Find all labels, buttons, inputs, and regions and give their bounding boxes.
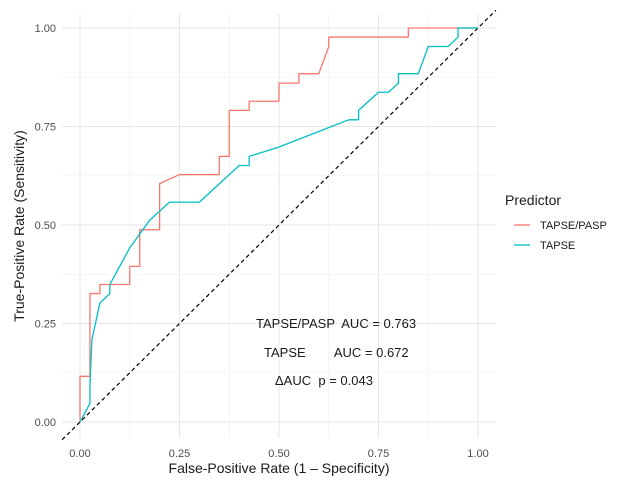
reference-line-layer [61, 9, 497, 441]
legend-label-tapse-pasp: TAPSE/PASP [540, 220, 607, 232]
roc-curve-tapse-pasp [79, 27, 478, 422]
x-tick-label: 0.75 [368, 448, 389, 460]
annotation-tapse-pasp-auc: TAPSE/PASP AUC = 0.763 [256, 316, 416, 331]
x-tick-label: 1.00 [467, 448, 488, 460]
y-axis-title: True-Positive Rate (Sensitivity) [11, 130, 27, 322]
y-tick-label: 0.50 [35, 220, 56, 232]
tick-labels: 0.00 0.25 0.50 0.75 1.00 0.00 0.25 0.50 0.75 1.00 [35, 23, 489, 460]
x-tick-label: 0.25 [169, 448, 190, 460]
reference-diagonal-line [61, 9, 497, 441]
x-tick-label: 0.50 [268, 448, 289, 460]
annotation-delta-auc: ΔAUC p = 0.043 [275, 373, 373, 388]
x-tick-label: 0.00 [69, 448, 90, 460]
series-layer [79, 27, 478, 423]
roc-curve-tapse [79, 27, 478, 423]
y-tick-label: 0.25 [35, 319, 56, 331]
legend: Predictor TAPSE/PASP TAPSE [505, 192, 607, 252]
y-tick-label: 0.00 [35, 417, 56, 429]
legend-label-tapse: TAPSE [540, 240, 575, 252]
annotation-tapse-auc: TAPSE AUC = 0.672 [264, 345, 409, 360]
legend-title: Predictor [505, 192, 561, 208]
y-tick-label: 1.00 [35, 23, 56, 35]
x-axis-title: False-Positive Rate (1 – Specificity) [169, 460, 390, 476]
y-tick-label: 0.75 [35, 122, 56, 134]
